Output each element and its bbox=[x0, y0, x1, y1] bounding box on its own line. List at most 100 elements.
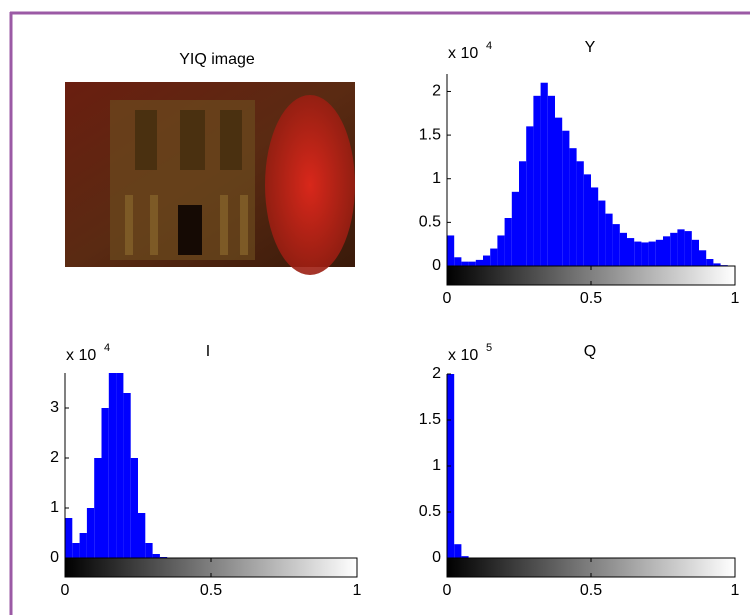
bar bbox=[699, 250, 707, 266]
bar bbox=[598, 200, 606, 266]
x-tick-label: 0.5 bbox=[580, 290, 602, 307]
scale-label: x 10 bbox=[448, 347, 478, 364]
facade-detail bbox=[220, 110, 242, 170]
bar bbox=[94, 458, 102, 558]
chart-title: I bbox=[206, 343, 210, 360]
bar bbox=[454, 257, 462, 266]
x-tick-label: 0 bbox=[443, 582, 452, 599]
y-tick-label: 0 bbox=[432, 549, 441, 566]
bar bbox=[677, 229, 685, 266]
image-title: YIQ image bbox=[179, 51, 255, 68]
bar bbox=[576, 161, 584, 266]
y-tick-label: 1 bbox=[432, 457, 441, 474]
bar bbox=[152, 554, 160, 558]
x-tick-label: 0 bbox=[61, 582, 70, 599]
y-tick-label: 1 bbox=[50, 499, 59, 516]
bar bbox=[72, 543, 80, 558]
bar bbox=[670, 232, 678, 266]
bar bbox=[627, 238, 635, 266]
bar bbox=[116, 373, 124, 558]
bar bbox=[504, 218, 512, 266]
bar bbox=[533, 95, 541, 266]
bar bbox=[583, 174, 591, 266]
bar bbox=[86, 508, 95, 558]
doorway bbox=[178, 205, 202, 255]
bar bbox=[612, 224, 620, 266]
bar bbox=[468, 261, 476, 266]
x-tick-label: 0 bbox=[443, 290, 452, 307]
bar bbox=[591, 187, 599, 266]
histogram-panel: Qx 10 5 0 0.5 1 1.5 2 0 0.5 1 bbox=[419, 342, 740, 599]
bar bbox=[108, 373, 117, 558]
x-tick-label: 1 bbox=[353, 582, 362, 599]
y-tick-label: 0 bbox=[432, 257, 441, 274]
x-tick-label: 0.5 bbox=[580, 582, 602, 599]
bar bbox=[511, 191, 519, 266]
bar bbox=[454, 544, 462, 558]
bar bbox=[497, 235, 505, 266]
bar bbox=[655, 239, 663, 266]
bar bbox=[123, 393, 131, 558]
column bbox=[125, 195, 133, 255]
histogram-panel: Ix 10 4 0 1 2 3 0 0.5 1 bbox=[50, 342, 361, 599]
column bbox=[150, 195, 158, 255]
bar bbox=[483, 255, 491, 266]
scale-label: x 10 bbox=[448, 45, 478, 62]
bar bbox=[713, 263, 721, 266]
y-tick-label: 1.5 bbox=[419, 126, 441, 143]
bars bbox=[65, 373, 168, 558]
y-tick-label: 3 bbox=[50, 399, 59, 416]
y-tick-label: 1 bbox=[432, 170, 441, 187]
chart-title: Y bbox=[585, 39, 596, 56]
bar bbox=[555, 117, 563, 266]
bar bbox=[605, 213, 613, 266]
bar bbox=[145, 543, 153, 558]
y-tick-label: 2 bbox=[50, 449, 59, 466]
bar bbox=[648, 241, 656, 266]
chart-title: Q bbox=[584, 343, 596, 360]
x-tick-label: 1 bbox=[731, 582, 740, 599]
bar bbox=[540, 82, 548, 266]
bar bbox=[634, 241, 642, 266]
bar bbox=[65, 518, 73, 558]
bar bbox=[475, 259, 483, 266]
bars bbox=[447, 82, 735, 266]
bar bbox=[547, 95, 555, 266]
y-tick-label: 0 bbox=[50, 549, 59, 566]
bar bbox=[461, 261, 469, 266]
scale-exponent: 4 bbox=[486, 40, 492, 52]
bar bbox=[130, 458, 138, 558]
bar bbox=[138, 513, 146, 558]
scale-exponent: 4 bbox=[104, 342, 110, 354]
bar bbox=[663, 236, 671, 266]
y-tick-label: 0.5 bbox=[419, 214, 441, 231]
y-tick-label: 0.5 bbox=[419, 503, 441, 520]
column bbox=[240, 195, 248, 255]
bar bbox=[461, 556, 469, 558]
bar bbox=[526, 126, 534, 266]
bar bbox=[691, 239, 699, 266]
bar bbox=[641, 242, 649, 266]
bar bbox=[447, 235, 455, 266]
bar bbox=[562, 130, 570, 266]
scale-exponent: 5 bbox=[486, 342, 492, 354]
bar bbox=[706, 259, 714, 266]
x-tick-label: 1 bbox=[731, 290, 740, 307]
y-tick-label: 2 bbox=[432, 83, 441, 100]
y-tick-label: 1.5 bbox=[419, 411, 441, 428]
bar bbox=[490, 248, 498, 266]
red-rock bbox=[265, 95, 355, 275]
facade-detail bbox=[135, 110, 157, 170]
bar bbox=[79, 533, 87, 558]
bar bbox=[447, 374, 455, 558]
bar bbox=[684, 231, 692, 266]
bar bbox=[101, 408, 109, 558]
facade-detail bbox=[180, 110, 205, 170]
histogram-panel: Yx 10 4 0 0.5 1 1.5 2 0 0.5 1 bbox=[419, 39, 740, 307]
y-tick-label: 2 bbox=[432, 365, 441, 382]
x-tick-label: 0.5 bbox=[200, 582, 222, 599]
bar bbox=[619, 232, 627, 266]
bar bbox=[519, 161, 527, 266]
image-panel: YIQ image bbox=[65, 51, 355, 275]
